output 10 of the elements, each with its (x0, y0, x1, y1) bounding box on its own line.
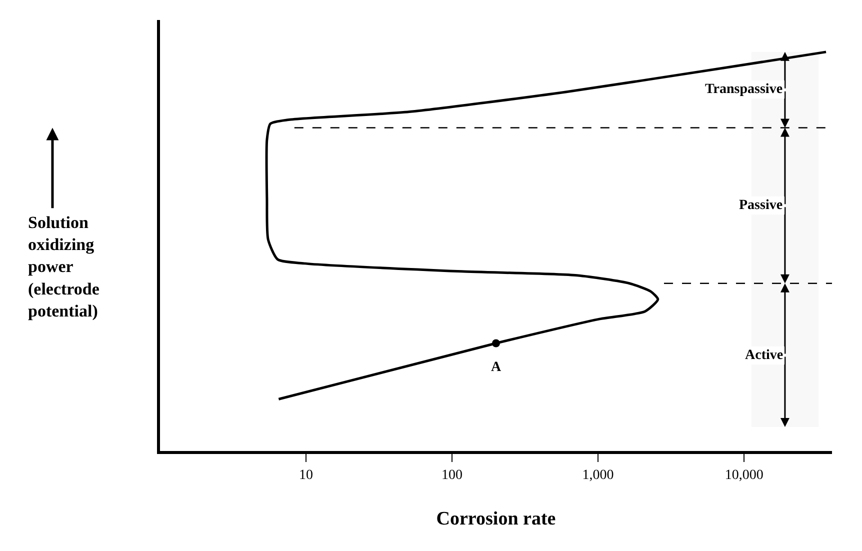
x-tick-label: 10 (299, 468, 314, 483)
y-axis-title: Solution oxidizing power (electrode potential) (28, 213, 100, 320)
x-axis-title: Corrosion rate (436, 508, 556, 530)
band-label: Active (745, 348, 784, 363)
band-label: Transpassive (705, 82, 783, 97)
x-tick-label: 10,000 (724, 468, 764, 483)
band-label: Passive (739, 198, 783, 213)
x-tick-label: 1,000 (582, 468, 614, 483)
annotation: A (491, 360, 502, 375)
x-tick-label: 100 (442, 468, 463, 483)
